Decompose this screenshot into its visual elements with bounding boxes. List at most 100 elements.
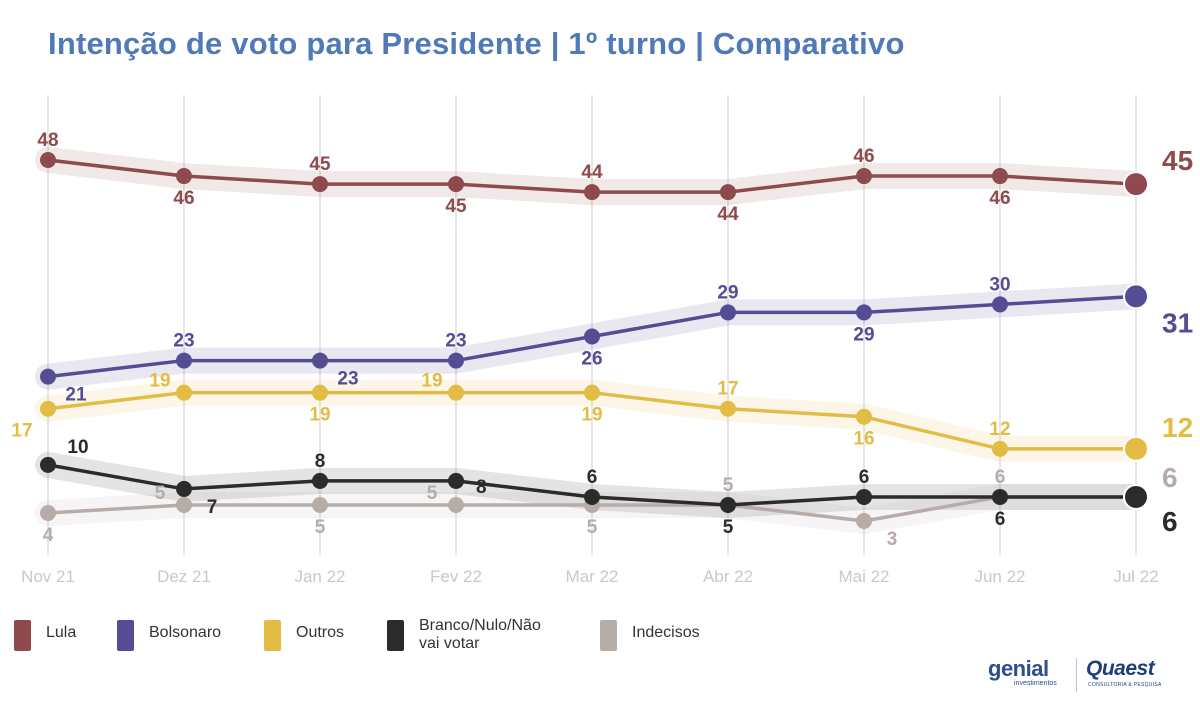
x-tick-label-mai-22: Mai 22 — [838, 567, 889, 586]
data-label-lula-fev-22: 45 — [445, 196, 467, 217]
point-bolsonaro-jan-22 — [312, 352, 328, 369]
point-lula-mar-22 — [584, 184, 600, 201]
point-bolsonaro-nov-21 — [40, 368, 56, 385]
genial-logo: genial — [988, 656, 1049, 681]
legend-swatch-branco-nulo — [387, 620, 404, 651]
point-branco-nulo-nao-vai-votar-jan-22 — [312, 472, 328, 489]
point-branco-nulo-nao-vai-votar-jul-22 — [1123, 483, 1149, 510]
data-label-lula-jun-22: 46 — [989, 188, 1010, 209]
data-label-outros-mai-22: 16 — [853, 429, 874, 450]
x-tick-label-jul-22: Jul 22 — [1113, 567, 1158, 586]
data-label-lula-mai-22: 46 — [853, 146, 874, 167]
point-bolsonaro-jun-22 — [992, 296, 1008, 313]
data-label-bolsonaro-mar-22: 26 — [581, 349, 602, 370]
point-bolsonaro-fev-22 — [448, 352, 464, 369]
x-tick-label-abr-22: Abr 22 — [703, 567, 753, 586]
data-label-outros-jun-22: 12 — [989, 419, 1010, 440]
x-tick-label-fev-22: Fev 22 — [430, 567, 482, 586]
point-branco-nulo-nao-vai-votar-abr-22 — [720, 496, 736, 513]
data-label-bolsonaro-jan-22: 23 — [337, 369, 358, 390]
data-label-indecisos-jan-22: 5 — [315, 517, 326, 538]
point-outros-jun-22 — [992, 440, 1008, 457]
point-bolsonaro-mar-22 — [584, 328, 600, 345]
logo-divider — [1076, 658, 1077, 692]
data-label-lula-jul-22: 45 — [1162, 145, 1193, 176]
data-label-indecisos-mai-22: 3 — [887, 529, 898, 550]
legend-label-lula: Lula — [46, 624, 77, 641]
data-label-branco-nulo-nao-vai-votar-abr-22: 5 — [723, 517, 734, 538]
point-branco-nulo-nao-vai-votar-fev-22 — [448, 472, 464, 489]
legend-label-indecisos: Indecisos — [632, 624, 700, 641]
data-label-indecisos-mar-22: 5 — [587, 517, 598, 538]
point-lula-jul-22 — [1123, 171, 1149, 198]
point-lula-nov-21 — [40, 152, 56, 168]
point-outros-nov-21 — [40, 400, 56, 417]
data-label-outros-mar-22: 19 — [581, 405, 602, 426]
data-label-outros-nov-21: 17 — [11, 421, 32, 442]
point-outros-dez-21 — [176, 384, 192, 401]
data-label-indecisos-jun-22: 6 — [995, 467, 1006, 488]
legend: Lula Bolsonaro Outros Branco/Nulo/Não va… — [14, 616, 774, 660]
chart-title: Intenção de voto para Presidente | 1º tu… — [48, 26, 905, 61]
sponsor-logos: genial investimentos Quaest CONSULTORIA … — [988, 656, 1178, 696]
legend-label-branco-nulo: Branco/Nulo/Não vai votar — [419, 617, 541, 652]
data-label-branco-nulo-nao-vai-votar-nov-21: 10 — [67, 437, 88, 458]
data-label-lula-abr-22: 44 — [717, 204, 739, 225]
point-bolsonaro-abr-22 — [720, 304, 736, 321]
legend-label-outros: Outros — [296, 624, 345, 641]
data-label-outros-fev-22: 19 — [421, 371, 442, 392]
data-label-branco-nulo-nao-vai-votar-jan-22: 8 — [315, 451, 326, 472]
line-chart: Nov 21 Dez 21 Jan 22 Fev 22 Mar 22 Abr 22 Mai … — [11, 95, 1193, 586]
data-label-outros-dez-21: 19 — [149, 371, 170, 392]
point-lula-mai-22 — [856, 168, 872, 185]
point-branco-nulo-nao-vai-votar-nov-21 — [40, 456, 56, 473]
point-outros-abr-22 — [720, 400, 736, 417]
point-outros-jan-22 — [312, 384, 328, 401]
data-label-bolsonaro-abr-22: 29 — [717, 282, 738, 303]
point-outros-fev-22 — [448, 384, 464, 401]
data-label-outros-jan-22: 19 — [309, 405, 330, 426]
data-label-indecisos-dez-21: 5 — [155, 483, 166, 504]
legend-label-bolsonaro: Bolsonaro — [149, 624, 222, 641]
point-indecisos-nov-21 — [40, 505, 56, 521]
data-label-lula-nov-21: 48 — [37, 130, 58, 151]
legend-swatch-lula — [14, 620, 31, 651]
data-label-branco-nulo-nao-vai-votar-dez-21: 7 — [207, 497, 218, 518]
x-tick-label-mar-22: Mar 22 — [566, 567, 619, 586]
data-label-bolsonaro-fev-22: 23 — [445, 331, 466, 352]
point-lula-jan-22 — [312, 176, 328, 193]
data-label-outros-jul-22: 12 — [1162, 412, 1193, 443]
data-label-lula-mar-22: 44 — [581, 162, 603, 183]
point-indecisos-dez-21 — [176, 496, 192, 513]
data-label-branco-nulo-nao-vai-votar-jul-22: 6 — [1162, 506, 1178, 537]
data-label-branco-nulo-nao-vai-votar-jun-22: 6 — [995, 509, 1006, 530]
data-label-bolsonaro-dez-21: 23 — [173, 331, 194, 352]
x-tick-label-jan-22: Jan 22 — [294, 567, 345, 586]
quaest-logo-subtitle: CONSULTORIA & PESQUISA — [1088, 682, 1162, 688]
data-label-bolsonaro-jun-22: 30 — [989, 274, 1010, 295]
point-outros-mai-22 — [856, 408, 872, 425]
point-bolsonaro-dez-21 — [176, 352, 192, 369]
data-label-branco-nulo-nao-vai-votar-fev-22: 8 — [476, 477, 487, 498]
point-branco-nulo-nao-vai-votar-jun-22 — [992, 488, 1008, 505]
data-label-bolsonaro-mai-22: 29 — [853, 324, 874, 345]
data-label-indecisos-abr-22: 5 — [723, 475, 734, 496]
genial-logo-subtitle: investimentos — [1014, 680, 1057, 687]
point-lula-fev-22 — [448, 176, 464, 193]
x-tick-label-dez-21: Dez 21 — [157, 567, 211, 586]
data-label-indecisos-fev-22: 5 — [427, 483, 438, 504]
point-lula-jun-22 — [992, 168, 1008, 185]
point-branco-nulo-nao-vai-votar-mar-22 — [584, 488, 600, 505]
point-bolsonaro-mai-22 — [856, 304, 872, 321]
data-label-branco-nulo-nao-vai-votar-mar-22: 6 — [587, 467, 598, 488]
quaest-logo: Quaest — [1086, 657, 1155, 680]
data-label-branco-nulo-nao-vai-votar-mai-22: 6 — [859, 467, 870, 488]
point-branco-nulo-nao-vai-votar-dez-21 — [176, 480, 192, 497]
point-branco-nulo-nao-vai-votar-mai-22 — [856, 488, 872, 505]
point-indecisos-fev-22 — [448, 496, 464, 513]
point-indecisos-jan-22 — [312, 496, 328, 513]
data-label-lula-dez-21: 46 — [173, 188, 194, 209]
legend-swatch-indecisos — [600, 620, 617, 651]
data-label-indecisos-nov-21: 4 — [43, 525, 54, 546]
point-lula-abr-22 — [720, 184, 736, 201]
